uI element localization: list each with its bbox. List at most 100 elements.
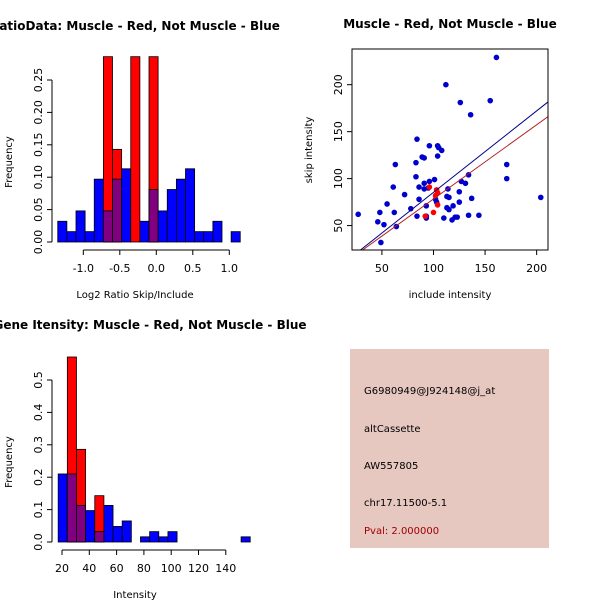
ratio-hist-title: RatioData: Muscle - Red, Not Muscle - Bl… [0,19,280,33]
scatter-point-blue [401,191,408,198]
scatter-point-red [430,209,437,216]
intensity-hist-y-tick-label: 0.1 [32,501,45,518]
scatter-x-tick-label: 200 [526,262,547,275]
scatter-point-red [426,184,433,190]
scatter-point-blue [414,136,420,142]
scatter-point-blue [456,199,463,205]
ratio-hist-bar-blue [203,231,214,243]
scatter-point-blue [421,180,428,187]
intensity-hist-bar-overlap [76,504,87,543]
scatter-point-blue [414,213,420,219]
scatter-frame [351,48,549,251]
probe-id: G6980949@J924148@j_at [364,386,496,397]
ratio-hist-bar-blue [93,178,104,243]
scatter-y-tick-label: 50 [332,219,345,233]
scatter-y-tick-label: 150 [332,121,345,142]
scatter-point-blue [416,196,422,203]
info-panel: G6980949@J924148@j_at altCassette AW5578… [350,349,549,548]
scatter-point-blue [390,184,397,190]
intensity-hist-y-tick-label: 0.3 [32,436,45,454]
scatter-point-blue [423,203,430,209]
intensity-hist-bar-blue [240,536,251,543]
scatter-point-blue [434,153,441,159]
scatter-point-blue [476,212,482,219]
scatter-point-blue [450,203,456,209]
scatter-fit-line [361,116,548,250]
ratio-hist-bar-blue [157,210,168,243]
ratio-hist-x-tick-label: 0.5 [184,262,202,275]
scatter-point-blue [441,215,447,221]
ratio-hist-bar-overlap [112,178,123,243]
scatter-point-blue [378,239,384,246]
intensity-hist-bar-blue [140,536,151,543]
ratio-hist-bar-overlap [102,210,113,243]
intensity-hist-x-tick-label: 40 [82,562,96,575]
ratio-hist-y-tick-label: 0.10 [32,165,45,190]
ratio-hist-y-tick-label: 0.25 [32,68,45,93]
scatter-point-blue [462,180,469,187]
ratio-hist-bar-blue [185,168,196,243]
scatter-point-blue [413,173,419,180]
intensity-hist-xlabel: Intensity [113,590,157,600]
intensity-hist-y-tick-label: 0.5 [32,371,45,389]
intensity-hist-x-tick-label: 20 [55,562,69,575]
intensity-hist-bar-blue [158,536,169,543]
scatter-point-blue [456,188,463,195]
ratio-hist-ylabel: Frequency [4,136,15,188]
scatter-point-blue [384,201,390,207]
scatter-y-tick-label: 100 [332,168,345,189]
intensity-hist-x-tick-label: 120 [188,562,209,575]
event-type: altCassette [364,424,421,435]
ratio-hist-bar-red [130,56,141,243]
ratio-hist-x-tick-label: -0.5 [109,262,130,275]
location: chr17.11500-5.1 [364,498,448,509]
intensity-hist-x-tick-label: 80 [137,562,151,575]
intensity-hist-ylabel: Frequency [4,436,15,488]
scatter-point-blue [377,209,383,216]
scatter-point-blue [416,184,422,190]
ratio-hist-bar-blue [166,189,177,243]
scatter-x-tick-label: 50 [375,262,389,275]
ratio-hist-bar-blue [230,231,241,243]
scatter-point-blue [408,205,414,212]
scatter-point-blue [467,111,474,118]
scatter-point-blue [468,195,475,202]
pval: Pval: 2.000000 [364,526,440,537]
ratio-hist-bar-blue [212,220,223,243]
intensity-hist-y-tick-label: 0.0 [32,533,45,551]
ratio-hist-y-tick-label: 0.15 [32,133,45,158]
scatter-point-blue [374,219,381,225]
accession: AW557805 [364,461,419,472]
intensity-hist-x-tick-label: 60 [110,562,124,575]
scatter-point-blue [426,142,433,149]
ratio-hist-bar-blue [121,168,132,243]
intensity-hist-bar-blue [85,510,96,543]
ratio-hist-bar-overlap [148,189,159,243]
scatter-xlabel: include intensity [409,290,492,301]
scatter-point-blue [413,159,419,166]
intensity-hist-bar-blue [167,531,178,543]
intensity-hist-x-tick-label: 100 [161,562,182,575]
scatter-point-blue [493,54,500,61]
ratio-hist-x-tick-label: 0.0 [148,262,166,275]
scatter-point-blue [503,161,510,168]
scatter-point-blue [457,99,464,106]
scatter-x-tick-label: 150 [475,262,496,275]
scatter-point-blue [381,221,387,228]
scatter-y-tick-label: 200 [332,74,345,95]
scatter-point-blue [537,194,544,201]
scatter-point-blue [355,211,361,218]
ratio-hist-bar-blue [75,210,86,243]
ratio-hist-bar-blue [57,220,68,243]
intensity-hist-bar-blue [57,473,68,543]
ratio-hist-x-tick-label: 1.0 [221,262,239,275]
ratio-hist-y-tick-label: 0.00 [32,230,45,255]
scatter-point-blue [465,172,472,178]
scatter-point-blue [446,194,452,201]
scatter-point-blue [426,178,433,185]
ratio-hist-bar-blue [84,231,95,243]
scatter-point-blue [391,209,398,216]
ratio-hist-y-tick-label: 0.05 [32,197,45,222]
